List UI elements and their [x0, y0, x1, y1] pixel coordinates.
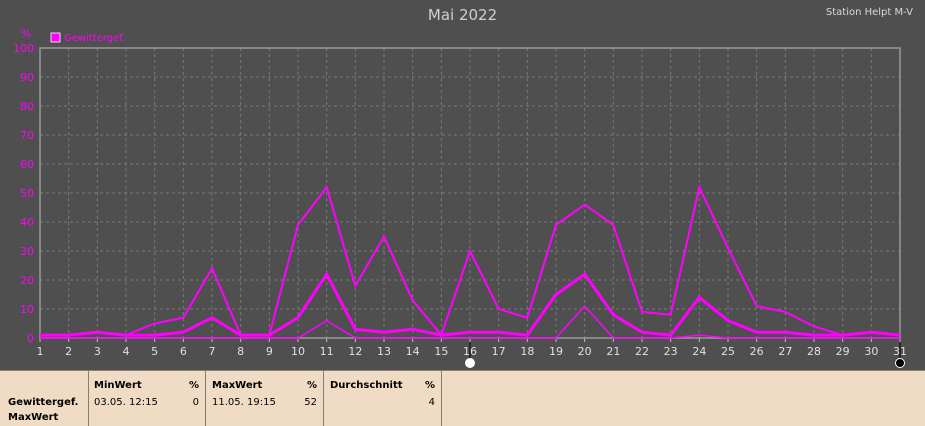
x-tick-label: 15	[434, 345, 448, 358]
period-marker-icon	[465, 358, 475, 368]
series-line-max	[40, 184, 901, 338]
x-tick-label: 24	[692, 345, 706, 358]
y-tick-label: 0	[27, 332, 34, 345]
legend-label: Gewittergef.	[64, 33, 125, 44]
x-tick-label: 2	[65, 345, 72, 358]
y-tick-label: 30	[20, 245, 34, 258]
min-value: 0	[192, 397, 199, 408]
x-tick-label: 8	[237, 345, 244, 358]
x-tick-label: 3	[94, 345, 101, 358]
y-axis-label: %	[21, 27, 31, 40]
legend-swatch	[50, 32, 61, 43]
period-marker-icon	[895, 358, 905, 368]
x-tick-label: 7	[209, 345, 216, 358]
y-tick-label: 40	[20, 216, 34, 229]
footer-row-labels: Gewittergef. MaxWert	[0, 371, 89, 426]
x-tick-label: 27	[778, 345, 792, 358]
x-tick-label: 11	[320, 345, 334, 358]
statistics-footer: Gewittergef. MaxWert MinWert % 03.05. 12…	[0, 370, 925, 426]
max-header: MaxWert	[212, 380, 263, 391]
x-tick-label: 13	[377, 345, 391, 358]
y-tick-label: 100	[13, 42, 34, 55]
avg-value: 4	[428, 397, 435, 408]
avg-header: Durchschnitt	[330, 380, 403, 391]
max-date: 11.05. 19:15	[212, 397, 276, 408]
min-header: MinWert	[94, 380, 142, 391]
x-tick-label: 5	[151, 345, 158, 358]
avg-unit: %	[424, 380, 435, 391]
footer-parameter-label: Gewittergef.	[8, 397, 79, 408]
max-value: 52	[304, 397, 317, 408]
x-tick-label: 1	[37, 345, 44, 358]
x-tick-label: 10	[291, 345, 305, 358]
x-tick-label: 4	[123, 345, 130, 358]
x-tick-label: 19	[549, 345, 563, 358]
y-tick-label: 70	[20, 129, 34, 142]
x-tick-label: 9	[266, 345, 273, 358]
chart-area: 0 10 20 30 40 50 60 70 80 90 100 1 2 3 4 5 6 7 8 9 10 11 12 13 1…	[13, 6, 913, 368]
station-name: Station Helpt M-V	[825, 7, 913, 18]
y-tick-label: 80	[20, 100, 34, 113]
x-tick-label: 22	[635, 345, 649, 358]
footer-avg-cell: Durchschnitt % 4	[324, 371, 442, 426]
x-tick-label: 26	[750, 345, 764, 358]
series-line-min	[40, 304, 900, 339]
x-tick-label: 17	[492, 345, 506, 358]
x-tick-label: 14	[406, 345, 420, 358]
x-tick-label: 28	[807, 345, 821, 358]
x-tick-label: 30	[864, 345, 878, 358]
chart-title: Mai 2022	[427, 6, 498, 24]
min-date: 03.05. 12:15	[94, 397, 158, 408]
x-tick-label: 6	[180, 345, 187, 358]
x-tick-label: 12	[348, 345, 362, 358]
x-tick-label: 18	[520, 345, 534, 358]
y-tick-label: 90	[20, 71, 34, 84]
x-tick-label: 23	[664, 345, 678, 358]
y-tick-label: 10	[20, 303, 34, 316]
x-tick-label: 25	[721, 345, 735, 358]
x-tick-label: 29	[836, 345, 850, 358]
footer-min-cell: MinWert % 03.05. 12:15 0	[88, 371, 206, 426]
series-line-mean	[40, 271, 901, 337]
footer-type-label: MaxWert	[8, 412, 59, 423]
x-tick-label: 20	[578, 345, 592, 358]
y-tick-label: 20	[20, 274, 34, 287]
footer-max-cell: MaxWert % 11.05. 19:15 52	[206, 371, 324, 426]
x-tick-label: 21	[606, 345, 620, 358]
y-tick-label: 60	[20, 158, 34, 171]
y-tick-label: 50	[20, 187, 34, 200]
min-unit: %	[188, 380, 199, 391]
max-unit: %	[306, 380, 317, 391]
